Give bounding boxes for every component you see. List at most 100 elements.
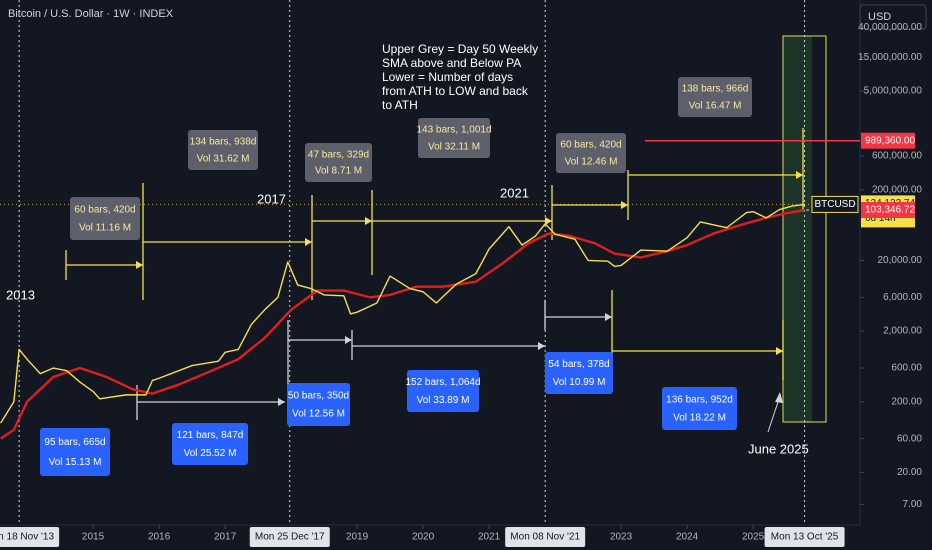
y-tick-label: 600,000.00 — [872, 151, 922, 162]
x-tick-label: 2015 — [82, 532, 105, 543]
measure-box — [556, 133, 626, 173]
date-label-box — [505, 527, 586, 547]
price-axis — [860, 0, 932, 550]
date-label: Mon 08 Nov '21 — [510, 532, 580, 543]
measure-box — [662, 387, 737, 430]
measure-bars: 152 bars, 1,064d — [405, 377, 480, 388]
measure-bars: 143 bars, 1,001d — [416, 125, 491, 136]
measure-box — [305, 143, 372, 182]
x-tick-label: 2019 — [346, 532, 369, 543]
date-label: Mon 13 Oct '25 — [771, 532, 839, 543]
countdown: 6d 14h — [865, 213, 896, 224]
arrow-head — [538, 342, 545, 350]
measure-box — [70, 197, 140, 240]
note-line: to ATH — [382, 98, 418, 112]
currency-button[interactable] — [859, 4, 927, 30]
arrow-head — [136, 261, 143, 269]
measure-bars: 95 bars, 665d — [44, 437, 105, 448]
arrow-head — [776, 347, 783, 355]
cycle-label: 2013 — [6, 287, 35, 302]
measure-volume: Vol 11.16 M — [79, 223, 131, 234]
arrow-head — [278, 398, 285, 406]
y-tick-label: 20,000.00 — [878, 255, 923, 266]
arrow-head — [796, 171, 803, 179]
y-tick-label: 6,000.00 — [883, 292, 922, 303]
arrow-head — [345, 336, 352, 344]
measure-volume: Vol 31.62 M — [197, 153, 250, 164]
marker-arrow-head — [775, 392, 783, 403]
cycle-label: 2021 — [500, 185, 529, 200]
date-label: Mon 25 Dec '17 — [255, 532, 325, 543]
date-label-box — [249, 527, 330, 547]
y-tick-label: 15,000,000.00 — [858, 52, 922, 63]
measure-box — [172, 423, 248, 465]
x-tick-label: 2021 — [478, 532, 501, 543]
measure-box — [418, 118, 490, 158]
date-label-box — [764, 527, 845, 547]
measure-volume: Vol 25.52 M — [184, 448, 237, 459]
arrow-head — [621, 201, 628, 209]
y-tick-label: 2,000.00 — [883, 326, 922, 337]
symbol-label: BTCUSD — [814, 199, 855, 210]
symbol-tag — [811, 195, 859, 213]
measure-bars: 60 bars, 420d — [560, 140, 621, 151]
measure-bars: 47 bars, 329d — [308, 149, 369, 160]
measure-bars: 50 bars, 350d — [288, 391, 349, 402]
cycle-label: 2017 — [257, 191, 286, 206]
measure-volume: Vol 8.71 M — [315, 166, 362, 177]
arrow-head — [365, 217, 372, 225]
measure-volume: Vol 10.99 M — [553, 377, 606, 388]
y-tick-label: 600.00 — [891, 363, 922, 374]
measure-bars: 136 bars, 952d — [666, 395, 733, 406]
date-label: Mon 18 Nov '13 — [0, 532, 54, 543]
x-tick-label: 2016 — [148, 532, 171, 543]
y-tick-label: 200.00 — [891, 396, 922, 407]
x-tick-label: 2023 — [610, 532, 633, 543]
chart-title: Bitcoin / U.S. Dollar · 1W · INDEX — [8, 8, 174, 20]
measure-volume: Vol 12.56 M — [292, 409, 345, 420]
y-tick-label: 7.00 — [903, 499, 923, 510]
highlight-zone — [783, 36, 812, 422]
note-line: SMA above and Below PA — [382, 56, 521, 70]
measure-bars: 60 bars, 420d — [74, 205, 135, 216]
measure-box — [407, 370, 479, 412]
measure-volume: Vol 15.13 M — [49, 457, 102, 468]
x-tick-label: 2025 — [742, 532, 765, 543]
price-tag-label: 989,360.00 — [865, 135, 915, 146]
measure-bars: 138 bars, 966d — [682, 84, 749, 95]
price-tag-label: 103,346.72 — [865, 205, 915, 216]
x-tick-label: 2024 — [676, 532, 699, 543]
arrow-head — [545, 217, 552, 225]
currency-label[interactable]: USD — [868, 11, 891, 23]
measure-box — [545, 352, 613, 394]
price-tag — [861, 132, 915, 149]
price-line-series — [0, 203, 805, 424]
measure-volume: Vol 33.89 M — [417, 395, 470, 406]
marker-label: June 2025 — [748, 441, 809, 456]
x-tick-label: 2020 — [412, 532, 435, 543]
arrow-head — [305, 238, 312, 246]
measure-volume: Vol 12.46 M — [565, 156, 618, 167]
measure-volume: Vol 16.47 M — [689, 100, 742, 111]
note-line: Upper Grey = Day 50 Weekly — [382, 42, 538, 56]
x-tick-label: 2017 — [214, 532, 237, 543]
measure-bars: 134 bars, 938d — [190, 137, 257, 148]
measure-bars: 54 bars, 378d — [548, 359, 609, 370]
sma-line — [0, 208, 805, 440]
measure-bars: 121 bars, 847d — [177, 430, 244, 441]
y-tick-label: 20.00 — [897, 467, 922, 478]
y-tick-label: 40,000,000.00 — [858, 22, 922, 33]
measure-volume: Vol 32.11 M — [428, 141, 480, 152]
price-tag — [861, 202, 915, 219]
measure-box — [287, 383, 350, 426]
date-label-box — [0, 527, 60, 547]
note-line: from ATH to LOW and back — [382, 84, 529, 98]
measure-volume: Vol 18.22 M — [673, 413, 726, 424]
y-tick-label: 200,000.00 — [872, 184, 922, 195]
y-tick-label: 5,000,000.00 — [864, 86, 923, 97]
measure-box — [678, 77, 752, 117]
note-line: Lower = Number of days — [382, 70, 513, 84]
time-axis — [0, 525, 860, 550]
